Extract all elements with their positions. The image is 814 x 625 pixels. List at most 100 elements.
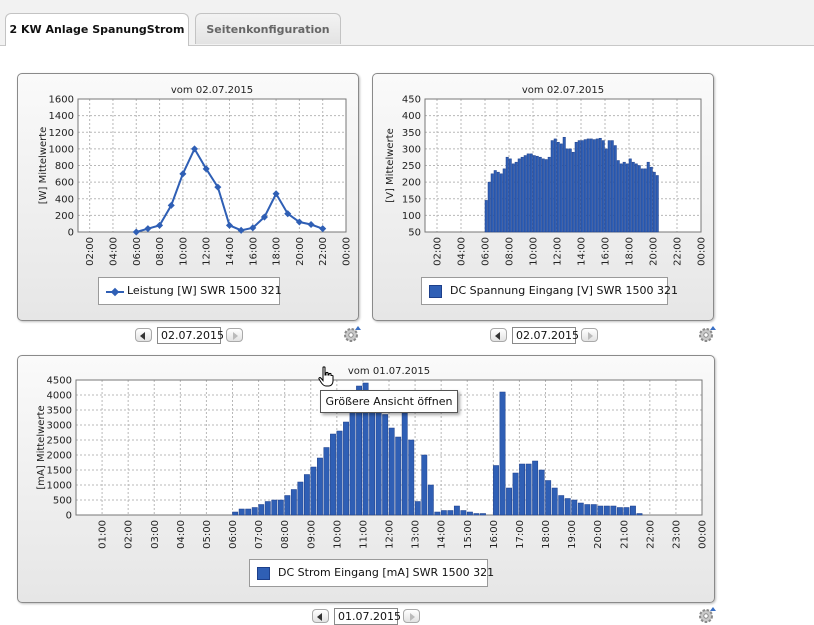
data-point bbox=[190, 145, 199, 153]
data-bar bbox=[592, 139, 596, 233]
power-date-nav: 02.07.2015 bbox=[135, 327, 250, 344]
data-point bbox=[156, 221, 164, 229]
data-bar bbox=[284, 495, 291, 516]
data-bar bbox=[362, 382, 369, 516]
x-tick-label: 08:00 bbox=[280, 520, 291, 549]
data-bar bbox=[631, 161, 635, 233]
data-bar bbox=[258, 504, 265, 516]
y-tick-label: 2000 bbox=[47, 451, 72, 462]
data-bar bbox=[551, 487, 558, 516]
data-bar bbox=[652, 171, 656, 233]
data-bar bbox=[421, 454, 428, 516]
data-bar bbox=[565, 148, 569, 233]
x-tick-label: 05:00 bbox=[202, 520, 213, 549]
data-bar bbox=[310, 466, 317, 516]
data-bar bbox=[245, 508, 252, 516]
data-bar bbox=[520, 156, 524, 233]
data-bar bbox=[607, 140, 611, 233]
data-bar bbox=[408, 439, 415, 516]
x-tick-label: 18:00 bbox=[541, 520, 552, 549]
y-tick-label: 1000 bbox=[49, 144, 74, 155]
y-tick-label: 500 bbox=[53, 496, 72, 507]
data-bar bbox=[484, 200, 488, 233]
x-tick-label: 16:00 bbox=[489, 520, 500, 549]
data-bar bbox=[610, 140, 614, 233]
power-date-input[interactable]: 02.07.2015 bbox=[157, 327, 224, 344]
data-bar bbox=[523, 155, 527, 233]
y-tick-label: 800 bbox=[55, 161, 74, 172]
current-date-input[interactable]: 01.07.2015 bbox=[334, 608, 401, 625]
x-tick-label: 13:00 bbox=[411, 520, 422, 549]
current-prev-day-button[interactable] bbox=[312, 609, 329, 623]
y-tick-label: 2500 bbox=[47, 436, 72, 447]
data-bar bbox=[603, 505, 610, 516]
data-bar bbox=[616, 507, 623, 516]
data-bar bbox=[251, 507, 258, 516]
data-bar bbox=[317, 457, 323, 516]
voltage-chart-panel[interactable]: vom 02.07.2015 50 100 150 200 250 300 350 400 450… bbox=[372, 73, 714, 321]
data-bar bbox=[583, 139, 587, 233]
data-bar bbox=[519, 463, 526, 516]
data-bar bbox=[590, 504, 597, 516]
data-point bbox=[284, 210, 292, 218]
x-tick-label: 07:00 bbox=[254, 520, 265, 549]
x-tick-label: 09:00 bbox=[306, 520, 317, 549]
x-tick-label: 12:00 bbox=[385, 520, 396, 549]
voltage-prev-day-button[interactable] bbox=[490, 328, 507, 342]
data-bar bbox=[447, 510, 454, 516]
x-tick-label: 16:00 bbox=[601, 237, 612, 266]
voltage-chart-title: vom 02.07.2015 bbox=[522, 85, 604, 96]
power-legend-label: Leistung [W] SWR 1500 321 bbox=[127, 284, 282, 297]
data-bar bbox=[414, 501, 421, 516]
data-bar bbox=[655, 175, 659, 233]
data-bar bbox=[610, 505, 617, 516]
x-tick-label: 04:00 bbox=[108, 237, 119, 266]
data-bar bbox=[550, 140, 554, 233]
y-axis-label: [mA] Mittelwerte bbox=[36, 405, 47, 489]
power-settings-gear-icon[interactable] bbox=[342, 325, 362, 343]
y-tick-label: 200 bbox=[55, 211, 74, 222]
data-bar bbox=[369, 397, 376, 516]
power-chart-panel[interactable]: vom 02.07.2015 0 200 400 600 800 1000 1200 1400 1… bbox=[17, 73, 359, 321]
tab-anlage[interactable]: 2 KW Anlage SpanungStrom bbox=[5, 13, 189, 46]
x-tick-label: 06:00 bbox=[132, 237, 143, 266]
data-bar bbox=[558, 495, 565, 516]
data-point bbox=[295, 218, 303, 226]
data-bar bbox=[232, 511, 239, 516]
current-chart-panel[interactable]: vom 01.07.2015 0 500 1000 1500 2000 2500 3000 35… bbox=[17, 355, 715, 603]
data-bar bbox=[622, 161, 626, 233]
current-settings-gear-icon[interactable] bbox=[697, 606, 717, 624]
data-bar bbox=[303, 474, 310, 516]
arrow-left-icon bbox=[317, 613, 322, 621]
y-tick-label: 600 bbox=[55, 178, 74, 189]
x-tick-label: 20:00 bbox=[295, 237, 306, 266]
x-tick-label: 15:00 bbox=[463, 520, 474, 549]
data-bar bbox=[556, 141, 560, 233]
y-tick-label: 400 bbox=[402, 111, 421, 122]
voltage-settings-gear-icon[interactable] bbox=[697, 325, 717, 343]
data-bar bbox=[595, 138, 599, 233]
data-bar bbox=[544, 159, 548, 233]
voltage-next-day-button[interactable] bbox=[581, 328, 598, 342]
x-tick-label: 19:00 bbox=[567, 520, 578, 549]
data-bar bbox=[649, 166, 653, 233]
y-tick-label: 3500 bbox=[47, 406, 72, 417]
data-bar bbox=[577, 140, 581, 233]
voltage-date-input[interactable]: 02.07.2015 bbox=[512, 327, 579, 344]
y-tick-label: 1400 bbox=[49, 111, 74, 122]
plot-frame bbox=[77, 98, 347, 233]
data-bar bbox=[559, 143, 563, 233]
data-bar bbox=[598, 137, 602, 233]
x-tick-label: 17:00 bbox=[515, 520, 526, 549]
y-tick-label: 1000 bbox=[47, 481, 72, 492]
arrow-left-icon bbox=[140, 332, 145, 340]
data-bar bbox=[493, 465, 499, 516]
current-next-day-button[interactable] bbox=[403, 609, 420, 623]
power-next-day-button[interactable] bbox=[226, 328, 243, 342]
x-tick-label: 14:00 bbox=[225, 237, 236, 266]
data-bar bbox=[532, 460, 539, 516]
data-bar bbox=[490, 173, 494, 233]
power-prev-day-button[interactable] bbox=[135, 328, 152, 342]
tab-seitenkonfiguration[interactable]: Seitenkonfiguration bbox=[195, 13, 341, 44]
data-bar bbox=[323, 447, 330, 516]
